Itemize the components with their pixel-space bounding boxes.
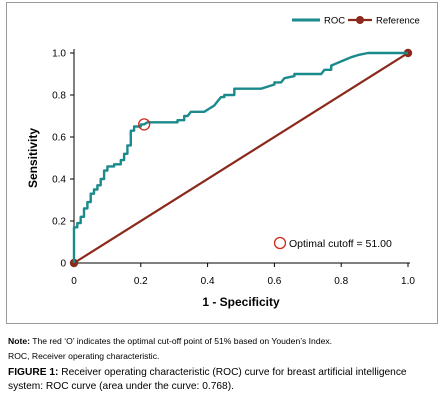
legend-roc-label: ROC — [324, 16, 345, 27]
y-tick-label: 0.8 — [52, 91, 66, 102]
note-label: Note: — [8, 336, 30, 346]
x-axis-title: 1 - Specificity — [202, 295, 280, 309]
caption-text: Receiver operating characteristic (ROC) … — [8, 367, 407, 392]
y-tick-label: 0.2 — [52, 217, 66, 228]
x-tick-label: 0 — [71, 276, 77, 287]
x-tick-label: 0.6 — [267, 276, 281, 287]
note-text: The red ‘O’ indicates the optimal cut-of… — [29, 336, 333, 346]
annotation-marker — [273, 236, 287, 250]
legend-reference-label: Reference — [376, 16, 420, 27]
caption-label: FIGURE 1: — [8, 367, 59, 378]
x-tick-label: 1.0 — [401, 276, 415, 287]
note-line: Note: The red ‘O’ indicates the optimal … — [8, 334, 438, 349]
chart-ticks: 0 0.2 0.4 0.6 0.8 1.0 0 0.2 0.4 0.6 0.8 1.0 — [52, 49, 415, 288]
figure-notes: Note: The red ‘O’ indicates the optimal … — [8, 334, 438, 364]
abbreviation-line: ROC, Receiver operating characteristic. — [8, 351, 160, 361]
y-tick-label: 0.4 — [52, 175, 66, 186]
y-tick-label: 0 — [60, 259, 66, 270]
figure-frame — [6, 2, 438, 324]
figure-caption: FIGURE 1: Receiver operating characteris… — [8, 366, 438, 394]
optimal-point-marker — [137, 118, 151, 131]
x-tick-label: 0.4 — [201, 276, 215, 287]
y-tick-label: 1.0 — [52, 49, 66, 60]
chart-legend: ROC Reference — [292, 16, 420, 27]
legend-reference-marker — [356, 16, 364, 24]
chart-annotation: Optimal cutoff = 51.00 — [273, 236, 392, 250]
annotation-text: Optimal cutoff = 51.00 — [289, 238, 392, 250]
roc-curve — [72, 51, 408, 263]
x-tick-label: 0.8 — [334, 276, 348, 287]
y-axis-title: Sensitivity — [26, 128, 40, 188]
y-tick-label: 0.6 — [52, 133, 66, 144]
chart-series — [69, 48, 413, 268]
roc-chart: 0 0.2 0.4 0.6 0.8 1.0 0 0.2 0.4 0.6 0.8 1.0 ROC Refe… — [26, 16, 420, 310]
x-tick-label: 0.2 — [134, 276, 148, 287]
reference-line — [73, 52, 409, 264]
